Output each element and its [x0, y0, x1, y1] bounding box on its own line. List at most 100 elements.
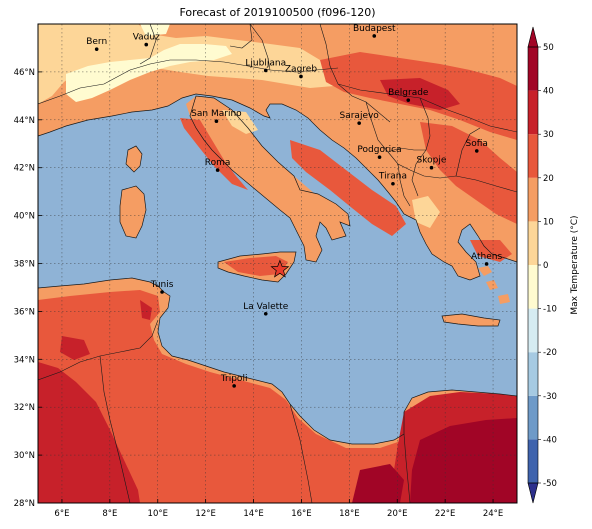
lat-tick-label: 38°N [14, 260, 35, 270]
colorbar-extend-min [527, 482, 539, 504]
city-marker[interactable]: San Marino [191, 109, 242, 124]
city-marker[interactable]: Bern [86, 37, 107, 51]
italy-peninsula [186, 96, 346, 262]
city-label: Bern [86, 37, 107, 47]
lon-tick-label: 22°E [435, 509, 455, 519]
city-marker[interactable]: Vaduz [133, 33, 160, 47]
map-title: Forecast of 2019100500 (f096-120) [179, 6, 376, 19]
city-dot [263, 311, 268, 316]
colorbar-segment [528, 90, 538, 135]
lon-tick-label: 16°E [291, 509, 311, 519]
lat-tick-label: 36°N [14, 307, 35, 317]
lon-tick-label: 14°E [243, 509, 263, 519]
colorbar-segment [528, 134, 538, 178]
lat-tick-label: 28°N [14, 499, 35, 509]
city-label: Sarajevo [340, 111, 380, 121]
city-label: San Marino [191, 109, 242, 119]
city-marker[interactable]: Athens [471, 252, 502, 266]
lat-tick-label: 46°N [14, 68, 35, 78]
crete [442, 314, 500, 326]
city-label: Podgorica [357, 145, 401, 155]
city-dot [429, 165, 434, 170]
city-dot [232, 384, 236, 388]
sardinia [120, 186, 146, 238]
city-label: Zagreb [285, 64, 317, 74]
city-dot [377, 155, 382, 159]
city-label: Roma [205, 158, 231, 168]
city-marker[interactable]: Tunis [150, 280, 174, 294]
colorbar-extend-max [527, 26, 539, 48]
lat-tick-label: 44°N [14, 116, 35, 126]
colorbar-segment [528, 439, 538, 483]
city-marker[interactable]: Skopje [417, 156, 447, 170]
lon-tick-label: 20°E [387, 509, 407, 519]
city-dot [160, 290, 164, 294]
city-marker[interactable]: Budapest [353, 24, 396, 38]
country-borders [38, 24, 517, 503]
colorbar-tick-label: -20 [543, 348, 557, 358]
colorbar-segment [528, 265, 538, 309]
city-dot [406, 98, 411, 102]
city-marker[interactable]: Belgrade [388, 88, 429, 102]
lon-tick-label: 18°E [339, 509, 359, 519]
city-marker[interactable]: Tirana [378, 172, 407, 186]
colorbar-tick-label: -50 [543, 479, 557, 489]
colorbar-tick-label: 40 [543, 87, 554, 97]
city-dot [215, 168, 220, 172]
city-marker[interactable]: Zagreb [285, 64, 317, 79]
city-label: Tunis [150, 280, 174, 290]
lat-tick-label: 32°N [14, 403, 35, 413]
city-dot [391, 181, 395, 186]
city-marker[interactable]: Sofia [466, 139, 488, 153]
colorbar-segment [528, 352, 538, 396]
city-label: Belgrade [388, 88, 429, 98]
city-marker[interactable]: La Valette [243, 302, 289, 316]
city-label: Tripoli [220, 374, 248, 384]
city-marker[interactable]: Tripoli [220, 374, 248, 388]
colorbar-segment [528, 47, 538, 91]
colorbar-segment [528, 308, 538, 353]
city-label: La Valette [243, 302, 288, 312]
city-marker[interactable]: Podgorica [357, 145, 402, 159]
puglia [300, 190, 350, 226]
lon-tick-label: 6°E [54, 509, 69, 519]
city-dot [263, 68, 268, 73]
star-marker[interactable] [270, 259, 290, 278]
alps-coldest-zone [66, 24, 232, 102]
city-dot [144, 42, 149, 47]
colorbar-tick-label: 50 [543, 43, 554, 53]
city-dot [474, 149, 479, 153]
city-dot [372, 34, 377, 38]
colorbar-tick-label: 20 [543, 174, 554, 184]
city-marker[interactable]: Sarajevo [340, 111, 380, 125]
city-marker[interactable]: Ljubljana [245, 58, 286, 73]
lon-tick-label: 8°E [102, 509, 117, 519]
star-icon [270, 259, 290, 278]
city-label: Sofia [466, 139, 488, 149]
colorbar: -50 -40 -30 -20 -10 0 10 20 30 40 50 Max Temperatur… [527, 26, 580, 504]
city-marker[interactable]: Roma [205, 158, 231, 172]
lon-tick-label: 12°E [195, 509, 215, 519]
lat-tick-label: 34°N [14, 355, 35, 365]
colorbar-tick-label: -10 [543, 305, 557, 315]
city-label: Tirana [378, 172, 407, 182]
coastlines [38, 93, 517, 445]
colorbar-segment [528, 395, 538, 440]
lon-tick-label: 10°E [148, 509, 168, 519]
extreme-heat-zone [352, 418, 517, 503]
city-dot [214, 119, 219, 124]
city-dot [357, 121, 361, 125]
city-label: Ljubljana [245, 58, 286, 68]
city-dot [299, 74, 303, 79]
city-dot [484, 262, 489, 266]
colorbar-segment [528, 221, 538, 265]
colorbar-title: Max Temperature (°C) [570, 215, 580, 314]
colorbar-tick-label: 0 [543, 261, 548, 271]
lat-tick-label: 30°N [14, 451, 35, 461]
corsica [126, 146, 142, 172]
city-label: Vaduz [133, 33, 160, 43]
lon-tick-label: 24°E [483, 509, 503, 519]
